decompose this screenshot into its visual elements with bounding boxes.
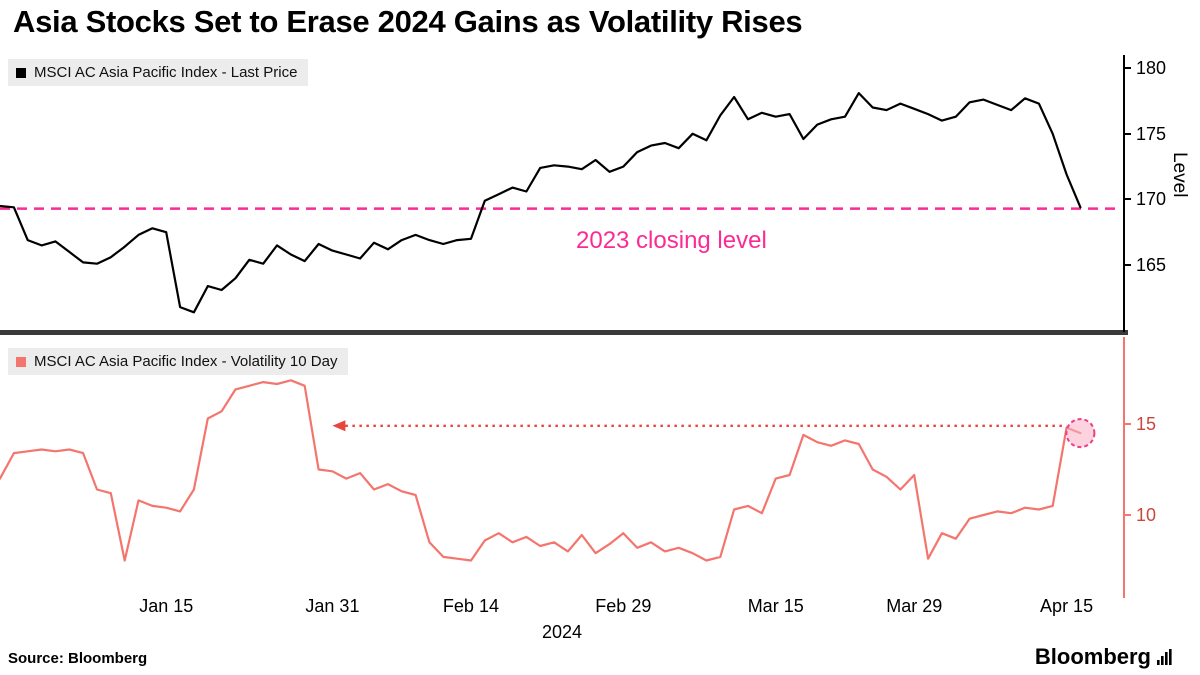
legend-volatility-label: MSCI AC Asia Pacific Index - Volatility … xyxy=(34,353,338,370)
volatility-ytick-mark xyxy=(1125,514,1131,516)
x-tick-label: Mar 29 xyxy=(886,596,943,616)
price-ytick-label: 175 xyxy=(1136,123,1167,144)
legend-price-label: MSCI AC Asia Pacific Index - Last Price xyxy=(34,64,298,81)
price-line-series xyxy=(0,91,1082,314)
price-ytick-label: 170 xyxy=(1136,189,1167,210)
price-series-swatch-icon xyxy=(16,67,26,78)
panel-divider xyxy=(0,330,1128,335)
x-tick-label: Jan 31 xyxy=(305,596,360,616)
price-y-axis xyxy=(1123,55,1125,332)
volatility-ytick-label: 10 xyxy=(1136,505,1157,525)
volatility-line-series xyxy=(0,379,1082,562)
volatility-series-swatch-icon xyxy=(16,356,26,367)
price-chart-panel xyxy=(0,91,1122,314)
price-ytick-mark xyxy=(1125,264,1131,267)
price-ytick-mark xyxy=(1125,67,1131,70)
x-tick-label: Mar 15 xyxy=(747,596,804,616)
arrow-head-icon xyxy=(332,420,346,432)
legend-price: MSCI AC Asia Pacific Index - Last Price xyxy=(8,59,309,86)
price-ytick-mark xyxy=(1125,198,1131,201)
x-tick-label: Apr 15 xyxy=(1040,596,1094,616)
price-ytick-mark xyxy=(1125,132,1131,135)
bloomberg-logo-bars-icon xyxy=(1157,649,1172,665)
volatility-chart-panel xyxy=(0,379,1096,562)
bloomberg-logo: Bloomberg xyxy=(1035,644,1172,670)
volatility-ytick-mark xyxy=(1125,423,1131,425)
x-tick-label: Feb 14 xyxy=(442,596,499,616)
closing-level-annotation: 2023 closing level xyxy=(576,227,767,254)
price-ytick-label: 180 xyxy=(1136,58,1167,79)
x-tick-label: Jan 15 xyxy=(139,596,194,616)
legend-volatility: MSCI AC Asia Pacific Index - Volatility … xyxy=(8,348,349,375)
page-title: Asia Stocks Set to Erase 2024 Gains as V… xyxy=(13,4,803,39)
endpoint-highlight-circle xyxy=(1065,418,1096,449)
volatility-y-axis xyxy=(1123,337,1125,598)
bloomberg-wordmark: Bloomberg xyxy=(1034,644,1151,669)
price-ytick-label: 165 xyxy=(1136,255,1167,276)
volatility-ytick-label: 15 xyxy=(1136,414,1157,434)
source-attribution: Source: Bloomberg xyxy=(8,650,148,667)
x-tick-label: Feb 29 xyxy=(595,596,652,616)
x-axis-year-label: 2024 xyxy=(541,622,583,642)
price-y-axis-title: Level xyxy=(1169,152,1190,198)
